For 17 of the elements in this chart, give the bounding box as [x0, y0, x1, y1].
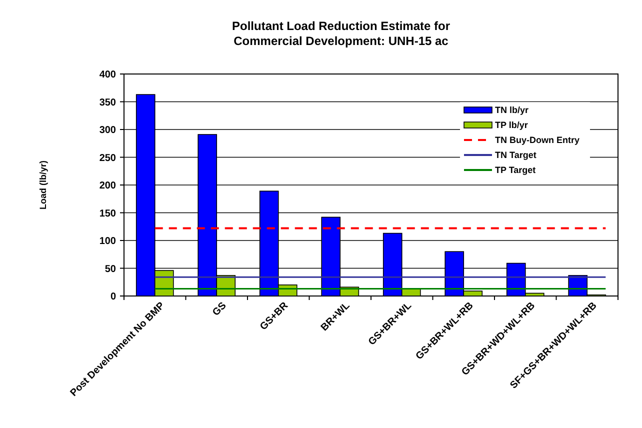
chart-title: Pollutant Load Reduction Estimate for Commercial Development: UNH-15 ac [232, 19, 450, 48]
legend-label: TP lb/yr [495, 120, 528, 130]
y-tick-label: 400 [99, 70, 116, 80]
y-tick-label: 350 [99, 97, 116, 108]
y-tick-label: 50 [104, 264, 116, 275]
legend-label: TN lb/yr [495, 105, 529, 116]
y-tick-label: 250 [99, 152, 116, 164]
legend-label: TP Target [495, 165, 536, 176]
x-tick-label: GS [210, 300, 229, 318]
y-tick-label: 100 [99, 236, 116, 247]
y-tick-label: 150 [99, 208, 116, 220]
y-tick-label: 0 [110, 292, 116, 302]
y-tick-label: 300 [99, 125, 116, 136]
y-tick-label: 200 [99, 180, 116, 192]
y-axis-title: Load (lb/yr) [38, 160, 48, 210]
legend-label: TN Target [495, 150, 536, 160]
legend-label: TN Buy-Down Entry [495, 135, 580, 146]
